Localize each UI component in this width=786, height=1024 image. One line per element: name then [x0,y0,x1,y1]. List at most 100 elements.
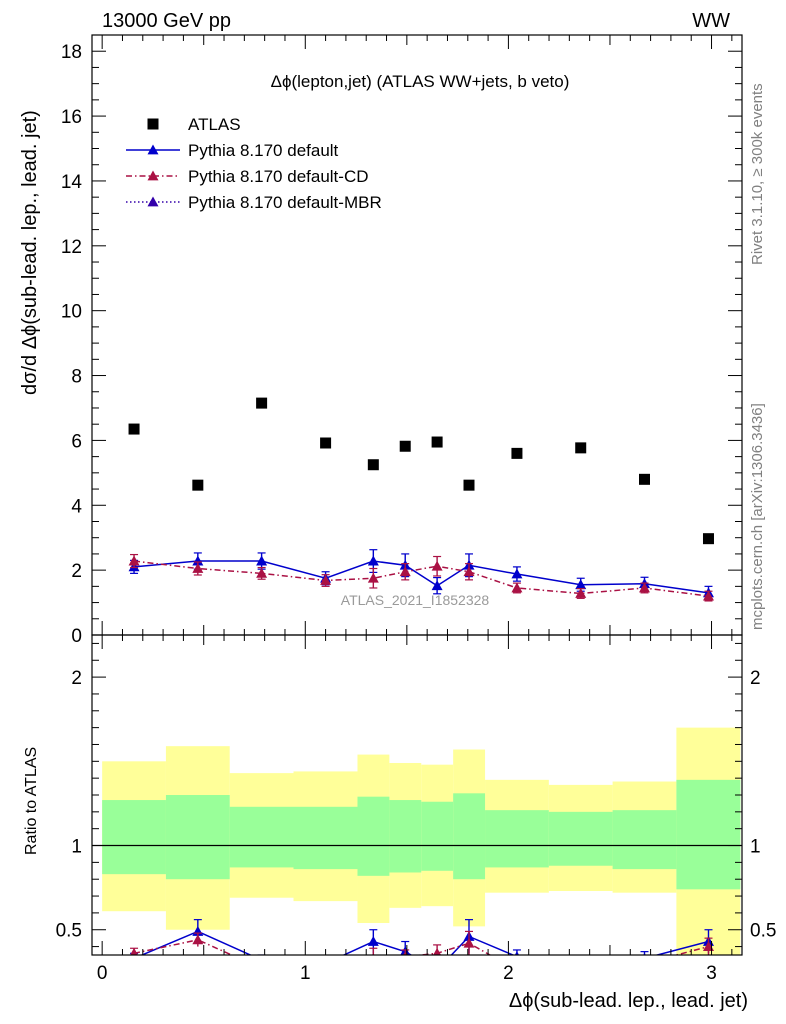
legend-marker-atlas [147,118,159,130]
mcplots-label: mcplots.cern.ch [arXiv:1306.3436] [749,403,766,630]
series-point [192,563,204,573]
ratio-point [514,951,520,955]
ratio-y-tick-label-right: 0.5 [750,921,776,942]
ratio-y-tick-label: 2 [71,668,82,689]
ratio-panel: 0.5 0.5 1 1 2 2 0 1 2 3 Ratio to ATLAS Δϕ(sub-lea… [23,634,776,1012]
main-y-axis-label: dσ/d Δϕ(sub-lead. lep., lead. jet) [19,110,41,395]
series-point [256,555,268,566]
y-tick-label: 18 [61,42,82,63]
uncertainty-band-inner [421,801,454,871]
series-point [192,555,204,566]
series-point [431,560,443,571]
ratio-point [320,958,331,968]
ratio-point [372,952,375,955]
rivet-label: Rivet 3.1.10, ≥ 300k events [749,83,766,265]
ratio-point [643,952,646,955]
atlas-data-point [575,442,587,454]
uncertainty-band-inner [453,793,486,880]
ratio-point [403,951,408,955]
header-right-label: WW [692,10,730,32]
series-point [320,575,332,585]
series-point [128,555,140,566]
legend-label: ATLAS [188,115,241,134]
uncertainty-band-inner [165,795,230,880]
legend-label: Pythia 8.170 default-MBR [188,193,382,212]
legend: ATLAS Pythia 8.170 default Pythia 8.170 de… [126,115,382,212]
ratio-point [367,936,379,946]
ratio-y-tick-label: 1 [71,837,82,858]
atlas-data-point [256,397,268,409]
series-point [511,568,523,579]
ratio-point [320,961,331,971]
ratio-point [463,937,475,948]
ratio-point [432,965,443,975]
y-tick-label: 12 [61,237,82,258]
legend-marker [147,196,159,207]
series-line-pythia-8-170-default-cd [133,560,709,597]
uncertainty-band-inner [102,800,166,875]
series-line-pythia-8-170-default [133,560,709,594]
series-point [575,579,587,590]
ratio-point [261,954,262,955]
uncertainty-band-inner [389,800,422,873]
ratio-point [575,963,586,973]
atlas-data-point [511,447,523,459]
uncertainty-band-inner [485,810,549,868]
atlas-data-point [320,437,332,449]
series-point [431,580,443,591]
series-point [511,582,523,593]
x-tick-label: 0 [97,963,108,984]
series-point [399,566,411,577]
x-tick-label: 1 [300,963,311,984]
main-title: Δϕ(lepton,jet) (ATLAS WW+jets, b veto) [271,72,570,91]
ratio-y-axis-label: Ratio to ATLAS [23,747,40,855]
legend-label: Pythia 8.170 default-CD [188,167,369,186]
x-axis-label: Δϕ(sub-lead. lep., lead. jet) [509,990,748,1012]
y-tick-label: 14 [61,172,83,193]
y-tick-label: 0 [71,626,82,647]
uncertainty-band-inner [548,811,613,866]
uncertainty-band-inner [357,796,390,876]
series-point [639,582,650,593]
y-tick-label: 4 [71,496,82,517]
ratio-point [639,958,650,968]
ratio-point [192,934,204,945]
atlas-data-point [367,459,379,471]
ratio-y-tick-label-right: 1 [750,837,761,858]
series-point [256,567,268,578]
y-tick-label: 2 [71,561,82,582]
ratio-point [575,971,586,981]
watermark: ATLAS_2021_I1852328 [341,592,490,608]
atlas-data-point [192,479,204,491]
series-point [575,587,587,598]
ratio-y-tick-label: 0.5 [56,921,82,942]
series-point [702,590,714,601]
ratio-point [433,947,442,955]
atlas-data-point [702,533,714,545]
atlas-data-point [431,436,443,448]
uncertainty-band-inner [293,806,358,870]
ratio-line [140,930,709,955]
y-tick-label: 6 [71,431,82,452]
series-point [367,572,379,583]
legend-marker [147,170,159,181]
x-tick-label: 3 [706,963,717,984]
legend-label: Pythia 8.170 default [188,141,339,160]
x-tick-label: 2 [503,963,514,984]
ratio-y-tick-label-right: 2 [750,668,761,689]
series-point [367,555,379,566]
ratio-line [133,939,709,955]
main-panel: 0 2 4 6 8 10 12 14 16 18 Δϕ(lepton,jet) (ATLAS WW… [19,34,743,647]
uncertainty-band-inner [676,779,741,890]
atlas-data-point [463,479,475,491]
y-tick-label: 10 [61,302,82,323]
uncertainty-band-inner [612,810,677,870]
atlas-data-point [128,423,140,435]
series-point [463,566,475,577]
atlas-data-point [399,440,411,452]
legend-marker [147,144,159,155]
atlas-data-point [639,473,650,485]
header-left-label: 13000 GeV pp [102,10,231,32]
ratio-point [130,947,139,955]
